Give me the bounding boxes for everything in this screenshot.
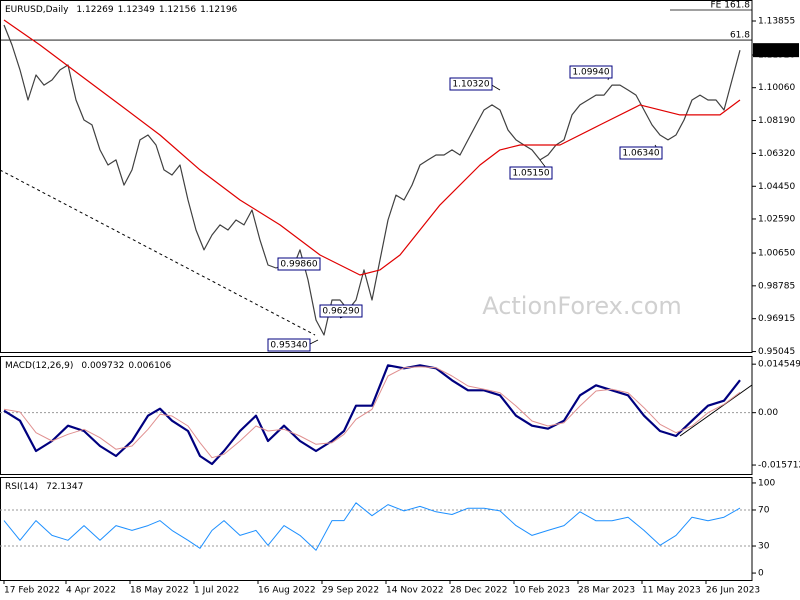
y-tick-label: 0: [758, 569, 764, 579]
y-tick-label: 1.02590: [758, 214, 795, 224]
y-tick-label: 1.04450: [758, 182, 795, 192]
series-line: [3, 364, 741, 466]
x-tick-label: 4 Apr 2022: [66, 586, 116, 596]
watermark: ActionForex.com: [482, 292, 682, 320]
panel-frame: [0, 356, 753, 475]
y-tick-label: 70: [758, 505, 770, 515]
panel-readout: 1.12156: [159, 5, 196, 15]
y-tick-label: 0.96915: [758, 314, 795, 324]
x-tick-label: 14 Nov 2022: [386, 586, 444, 596]
level-label: 61.8: [730, 31, 750, 41]
panel-readout: 72.1347: [46, 482, 83, 492]
panel-title-name: RSI(14): [5, 482, 38, 492]
annotation-box: [267, 338, 311, 352]
y-tick-label: 30: [758, 542, 770, 552]
annotation-box: [319, 304, 363, 318]
y-tick-label: 1.10060: [758, 83, 795, 93]
series-line: [3, 19, 741, 276]
trend-line: [679, 384, 753, 437]
panel-title-name: MACD(12,26,9): [5, 361, 73, 371]
x-tick-label: 17 Feb 2022: [4, 586, 60, 596]
y-tick-label: -0.015712: [758, 461, 800, 471]
panel-title-name: EURUSD,Daily: [5, 5, 69, 15]
last-price-label: 1.12196: [757, 46, 794, 56]
y-tick-label: 0.98785: [758, 281, 795, 291]
annotation: 1.06340: [622, 149, 659, 159]
panel-title: RSI(14) 72.1347: [5, 482, 83, 492]
y-tick-label: 1.13855: [758, 17, 795, 27]
panel-readout: 1.12269: [76, 5, 113, 15]
x-tick-label: 16 Aug 2022: [258, 586, 316, 596]
last-price-tag: [753, 43, 799, 58]
x-tick-label: 18 May 2022: [130, 586, 189, 596]
annotation-box: [277, 257, 321, 271]
annotation: 0.99860: [280, 260, 317, 270]
panel-frame: [0, 0, 753, 353]
trend-line: [0, 169, 316, 336]
annotation-box: [569, 65, 613, 79]
panel-title: EURUSD,Daily 1.12269 1.12349 1.12156 1.12196: [5, 5, 238, 15]
annotation-box: [449, 77, 493, 91]
y-tick-label: 100: [758, 478, 775, 488]
y-tick-label: 0.00: [758, 408, 778, 418]
panel-readout: 1.12349: [118, 5, 155, 15]
panel-readout: 0.006106: [128, 361, 171, 371]
annotation: 1.09940: [572, 68, 609, 78]
y-tick-label: 1.00650: [758, 249, 795, 259]
annotation-box: [509, 166, 553, 180]
x-tick-label: 10 Feb 2023: [514, 586, 570, 596]
annotation: 1.05150: [512, 169, 549, 179]
panel-title: MACD(12,26,9) 0.009732 0.006106: [5, 361, 172, 371]
annotation: 0.96290: [322, 307, 359, 317]
series-line: [3, 24, 741, 336]
y-tick-label: 1.08190: [758, 116, 795, 126]
x-tick-label: 11 May 2023: [642, 586, 701, 596]
annotation: 1.10320: [452, 80, 489, 90]
annotation: 0.95340: [270, 341, 307, 351]
x-tick-label: 29 Sep 2022: [322, 586, 379, 596]
panel-frame: [0, 477, 753, 581]
y-tick-label: 0.95045: [758, 347, 795, 357]
panel-readout: 1.12196: [200, 5, 237, 15]
annotation-box: [619, 146, 663, 160]
y-tick-label: 0.014549: [758, 360, 800, 370]
series-line: [3, 366, 741, 459]
x-tick-label: 28 Mar 2023: [578, 586, 635, 596]
x-tick-label: 1 Jul 2022: [194, 586, 239, 596]
level-label: FE 161.8: [711, 1, 751, 11]
series-line: [3, 502, 741, 551]
y-tick-label: 1.06320: [758, 149, 795, 159]
x-tick-label: 26 Jun 2023: [706, 586, 760, 596]
x-tick-label: 28 Dec 2022: [450, 586, 508, 596]
panel-readout: 0.009732: [81, 361, 124, 371]
